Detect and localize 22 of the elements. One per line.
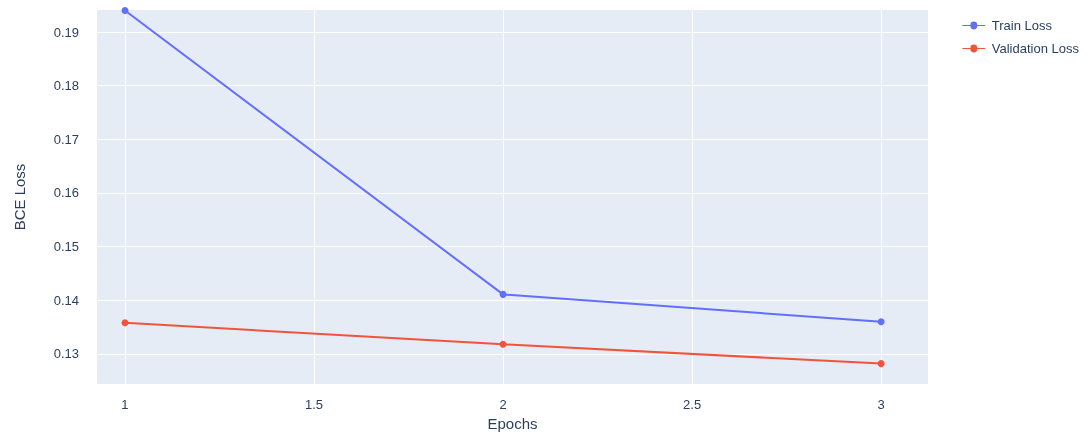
y-tick-label: 0.15 [53,239,79,255]
point [121,319,129,327]
y-axis-title: BCE Loss [11,163,28,231]
y-tick-label: 0.18 [53,78,79,94]
x-axis-title: Epochs [487,415,538,432]
x-tick-label: 2 [499,397,507,412]
point [499,290,507,298]
legend-label: Train Loss [991,18,1053,33]
y-tick-label: 0.17 [53,131,79,147]
x-tick-label: 1.5 [304,397,324,412]
point [877,318,885,326]
point [121,7,129,15]
y-tick-label: 0.19 [53,24,79,40]
point [499,340,507,348]
x-tick-label: 3 [877,397,885,412]
y-tick-label: 0.16 [53,185,79,201]
x-tick-label: 1 [121,397,129,412]
x-tick-label: 2.5 [683,397,702,412]
legend-label: Validation Loss [991,41,1080,56]
point [877,360,885,368]
y-tick-label: 0.14 [53,292,79,308]
y-tick-label: 0.13 [53,346,79,362]
